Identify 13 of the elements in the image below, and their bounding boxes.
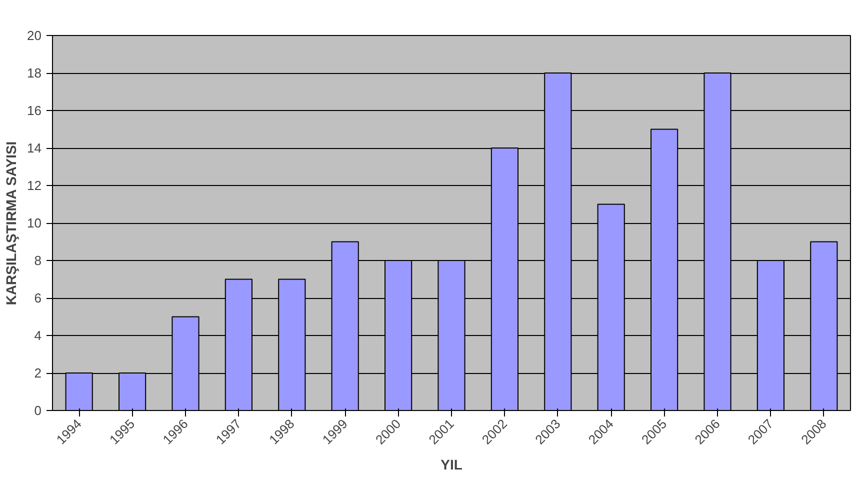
y-tick-label: 8: [34, 253, 42, 268]
x-axis-title: YIL: [440, 456, 463, 472]
y-tick-label: 16: [27, 103, 42, 118]
y-tick-label: 10: [27, 216, 42, 230]
y-tick-label: 2: [34, 366, 42, 380]
y-axis-title: KARŞILAŞTIRMA SAYISI: [3, 141, 20, 306]
y-tick-label: 4: [34, 328, 42, 343]
y-tick-label: 18: [27, 66, 42, 80]
y-tick-label: 20: [27, 28, 42, 43]
y-tick-label: 12: [27, 178, 42, 193]
y-tick-label: 0: [34, 403, 42, 418]
y-tick-label: 14: [27, 140, 42, 156]
y-tick-label: 6: [34, 290, 42, 306]
